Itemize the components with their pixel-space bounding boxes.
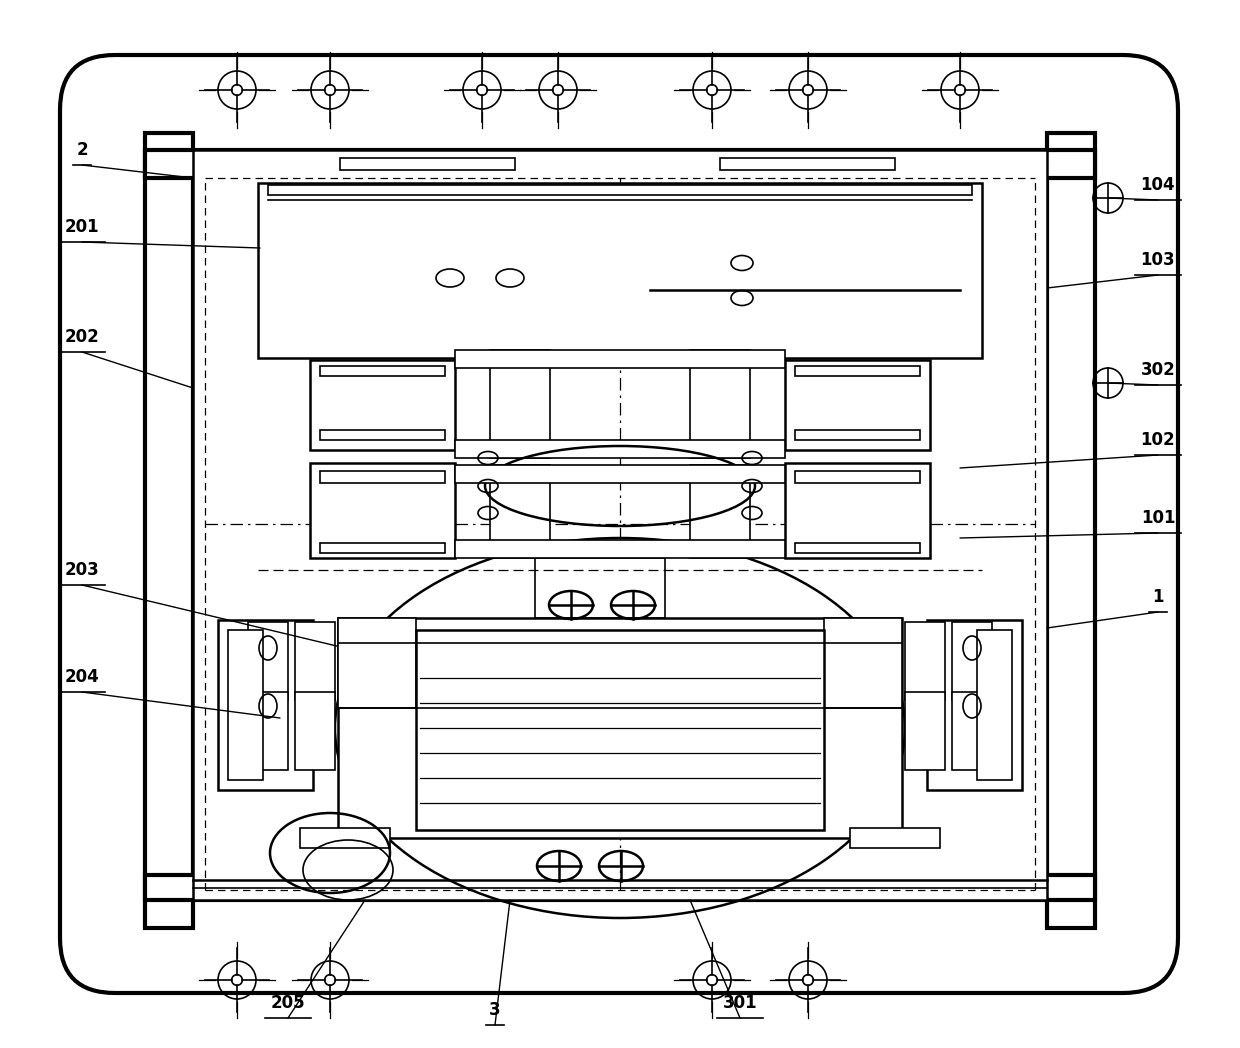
Bar — [340, 158, 515, 170]
Bar — [339, 618, 415, 708]
Bar — [689, 465, 750, 558]
Bar — [1047, 133, 1095, 927]
Bar — [193, 150, 1047, 900]
Text: 204: 204 — [64, 668, 99, 686]
Bar — [310, 463, 455, 558]
Bar — [952, 692, 992, 770]
Bar — [320, 430, 445, 440]
Text: 301: 301 — [723, 994, 758, 1012]
Text: 101: 101 — [1141, 509, 1176, 527]
FancyBboxPatch shape — [60, 54, 1178, 994]
Bar — [248, 623, 288, 700]
Bar — [145, 875, 1095, 900]
Bar — [905, 623, 945, 700]
Bar — [228, 630, 263, 780]
Bar — [455, 350, 785, 368]
Text: 201: 201 — [64, 218, 99, 236]
Text: 205: 205 — [270, 994, 305, 1012]
Bar — [339, 618, 901, 838]
Bar — [300, 828, 391, 848]
Bar — [785, 361, 930, 450]
Bar — [795, 366, 920, 376]
Bar — [295, 623, 335, 700]
Bar — [785, 463, 930, 558]
Bar — [849, 828, 940, 848]
Bar — [825, 618, 901, 708]
Bar — [415, 630, 825, 830]
Bar — [905, 692, 945, 770]
Bar — [534, 558, 665, 618]
Text: 203: 203 — [64, 561, 99, 578]
Text: 103: 103 — [1141, 252, 1176, 269]
Bar — [455, 540, 785, 558]
Text: 1: 1 — [1152, 588, 1164, 606]
Text: 302: 302 — [1141, 361, 1176, 379]
Bar — [145, 133, 193, 927]
Bar — [720, 158, 895, 170]
Bar — [977, 630, 1012, 780]
Bar — [455, 465, 785, 483]
Text: 102: 102 — [1141, 431, 1176, 449]
Bar — [248, 692, 288, 770]
Text: 202: 202 — [64, 328, 99, 346]
Bar — [455, 440, 785, 458]
Bar — [295, 692, 335, 770]
Bar — [795, 430, 920, 440]
Bar — [268, 185, 972, 195]
Bar — [490, 350, 551, 458]
Bar — [795, 471, 920, 483]
Text: 104: 104 — [1141, 176, 1176, 194]
Bar — [320, 366, 445, 376]
Text: 3: 3 — [490, 1001, 501, 1019]
Bar — [952, 623, 992, 700]
Bar — [928, 620, 1022, 790]
Bar — [258, 183, 982, 358]
Bar — [689, 350, 750, 458]
Bar — [310, 361, 455, 450]
Bar — [490, 465, 551, 558]
Bar — [320, 471, 445, 483]
Text: 2: 2 — [76, 141, 88, 159]
Bar — [145, 150, 1095, 178]
Bar — [795, 543, 920, 553]
Bar — [320, 543, 445, 553]
Bar — [218, 620, 312, 790]
